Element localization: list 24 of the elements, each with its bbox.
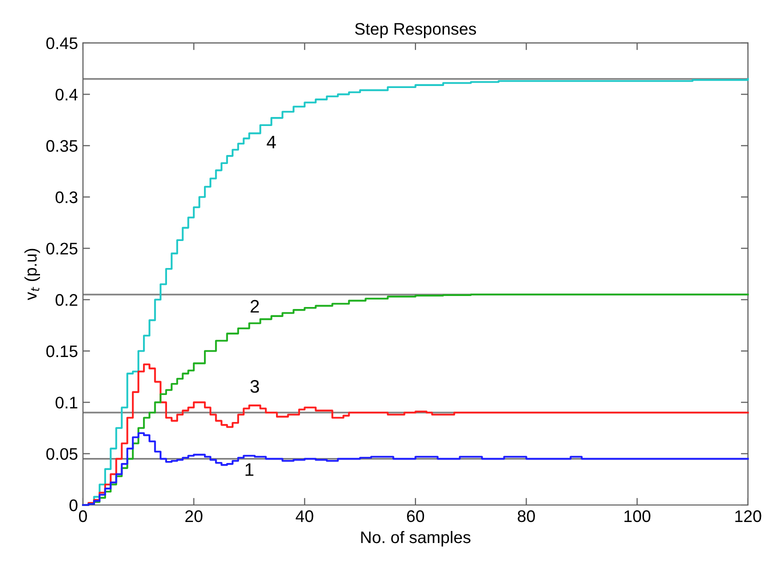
y-tick-label: 0.05 (46, 448, 78, 460)
series-label: 3 (250, 380, 259, 393)
y-tick-label: 0.3 (56, 191, 78, 204)
x-tick-label: 40 (296, 510, 314, 522)
series-label: 1 (246, 463, 254, 476)
x-tick-label: 20 (185, 510, 202, 522)
x-tick-label: 120 (735, 510, 762, 522)
y-tick-label: 0 (69, 499, 78, 512)
series-label: 2 (250, 300, 259, 313)
y-tick-label: 0.1 (56, 396, 78, 409)
y-tick-label: 0.15 (46, 345, 78, 358)
x-tick-label: 100 (624, 510, 650, 522)
x-tick-label: 0 (78, 510, 87, 522)
y-tick-label: 0.2 (56, 294, 78, 306)
y-tick-label: 0.45 (46, 37, 78, 50)
x-tick-label: 80 (518, 510, 535, 522)
x-axis-title: No. of samples (361, 530, 470, 546)
series-label: 4 (266, 136, 276, 148)
y-tick-label: 0.25 (46, 242, 78, 255)
y-axis-title: v$_{t}$ (p.u) (24, 248, 40, 300)
y-tick-label: 0.35 (46, 140, 78, 152)
y-tick-label: 0.4 (56, 88, 78, 101)
x-tick-label: 60 (407, 510, 424, 522)
chart-title: Step Responses (355, 23, 476, 38)
